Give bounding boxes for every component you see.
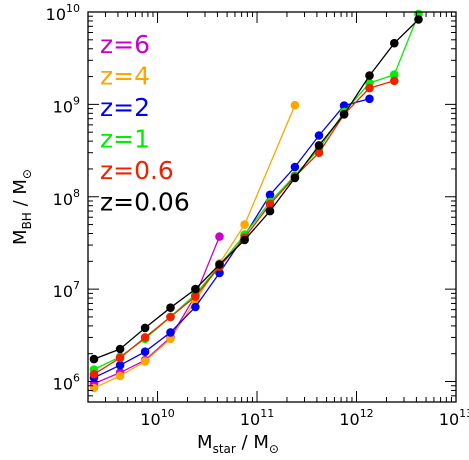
data-point bbox=[314, 141, 324, 150]
data-point bbox=[314, 131, 324, 140]
series-layer bbox=[89, 9, 423, 393]
tick-label-exponent: 8 bbox=[73, 187, 80, 200]
y-tick-label: 109 bbox=[53, 94, 80, 116]
y-axis-label-subscript-sun: ⊙ bbox=[20, 169, 34, 179]
y-axis-label-rest: / M bbox=[10, 179, 31, 212]
tick-label-exponent: 10 bbox=[66, 2, 80, 15]
tick-label-exponent: 11 bbox=[260, 407, 274, 420]
data-point bbox=[265, 190, 275, 200]
data-point bbox=[290, 100, 300, 110]
tick-label-exponent: 9 bbox=[73, 94, 80, 107]
data-point bbox=[265, 206, 275, 216]
data-point bbox=[390, 38, 399, 48]
data-point bbox=[115, 344, 125, 354]
plot-frame bbox=[87, 11, 457, 403]
data-point bbox=[140, 357, 150, 366]
tick-label-exponent: 6 bbox=[73, 372, 80, 385]
x-axis-label: Mstar / M⊙ bbox=[197, 432, 279, 456]
tick-label-exponent: 13 bbox=[459, 407, 469, 420]
tick-label-base: 10 bbox=[339, 410, 359, 429]
x-axis-label-subscript-sun: ⊙ bbox=[269, 442, 279, 456]
tick-label-base: 10 bbox=[439, 410, 459, 429]
data-point bbox=[115, 353, 125, 363]
data-point bbox=[215, 232, 224, 241]
tick-marks bbox=[87, 11, 457, 403]
y-axis-label-subscript: BH bbox=[20, 212, 34, 229]
tick-label-base: 10 bbox=[53, 97, 73, 116]
data-point bbox=[166, 334, 175, 344]
x-tick-labels: 1010101110121013 bbox=[140, 407, 469, 429]
data-point bbox=[365, 71, 374, 80]
data-point bbox=[339, 101, 349, 110]
y-tick-label: 1010 bbox=[46, 2, 80, 24]
data-point bbox=[191, 292, 200, 301]
data-point bbox=[339, 110, 349, 119]
data-point bbox=[215, 260, 224, 269]
data-point bbox=[89, 383, 99, 393]
data-point bbox=[290, 173, 300, 183]
data-point bbox=[140, 347, 150, 357]
data-point bbox=[314, 148, 324, 157]
legend: z=6 z=4z=2 z=1z=0.6 z=0.06 bbox=[100, 30, 190, 217]
data-point bbox=[140, 323, 150, 333]
data-point bbox=[115, 360, 125, 370]
data-point bbox=[240, 235, 249, 245]
data-point bbox=[89, 369, 99, 379]
series-line bbox=[93, 98, 370, 379]
x-axis-label-rest: / M bbox=[236, 432, 269, 453]
x-tick-label: 1013 bbox=[439, 407, 469, 429]
tick-label-base: 10 bbox=[53, 282, 73, 301]
data-point bbox=[290, 162, 300, 172]
data-point bbox=[365, 83, 374, 93]
legend-entry: z=1 bbox=[100, 125, 150, 154]
data-point bbox=[390, 76, 399, 86]
y-tick-label: 108 bbox=[53, 187, 80, 209]
data-point bbox=[166, 312, 175, 322]
data-point bbox=[240, 220, 249, 229]
y-axis-label: MBH / M⊙ bbox=[10, 169, 34, 245]
data-point bbox=[140, 333, 150, 342]
data-point bbox=[390, 70, 399, 79]
x-axis-label-subscript: star bbox=[213, 442, 236, 456]
data-point bbox=[191, 284, 200, 294]
x-tick-label: 1011 bbox=[240, 407, 274, 429]
x-tick-label: 1012 bbox=[339, 407, 373, 429]
data-point bbox=[215, 268, 224, 278]
legend-entry: z=6 bbox=[100, 30, 150, 59]
y-axis-label-main: M bbox=[10, 229, 31, 245]
series-line bbox=[93, 19, 419, 360]
tick-label-exponent: 7 bbox=[73, 279, 80, 292]
data-point bbox=[166, 303, 175, 313]
legend-entry: z=4 bbox=[100, 62, 150, 91]
tick-label-base: 10 bbox=[140, 410, 160, 429]
tick-label-base: 10 bbox=[240, 410, 260, 429]
tick-label-base: 10 bbox=[53, 375, 73, 394]
data-point bbox=[265, 199, 275, 209]
plot-area bbox=[87, 9, 457, 403]
legend-entry: z=0.06 bbox=[100, 188, 190, 217]
y-tick-label: 107 bbox=[53, 279, 80, 301]
x-axis-label-main: M bbox=[197, 432, 213, 453]
legend-entry: z=2 bbox=[100, 93, 150, 122]
tick-label-exponent: 10 bbox=[161, 407, 175, 420]
series-z=0.06 bbox=[89, 15, 423, 364]
data-point bbox=[89, 354, 99, 364]
y-tick-label: 106 bbox=[53, 372, 80, 394]
tick-label-base: 10 bbox=[46, 5, 66, 24]
x-tick-label: 1010 bbox=[140, 407, 174, 429]
data-point bbox=[166, 328, 175, 337]
tick-label-base: 10 bbox=[53, 190, 73, 209]
data-point bbox=[191, 302, 200, 312]
legend-entry: z=0.6 bbox=[100, 156, 174, 185]
data-point bbox=[414, 15, 423, 24]
tick-label-exponent: 12 bbox=[360, 407, 374, 420]
data-point bbox=[365, 94, 374, 104]
data-point bbox=[115, 371, 125, 381]
